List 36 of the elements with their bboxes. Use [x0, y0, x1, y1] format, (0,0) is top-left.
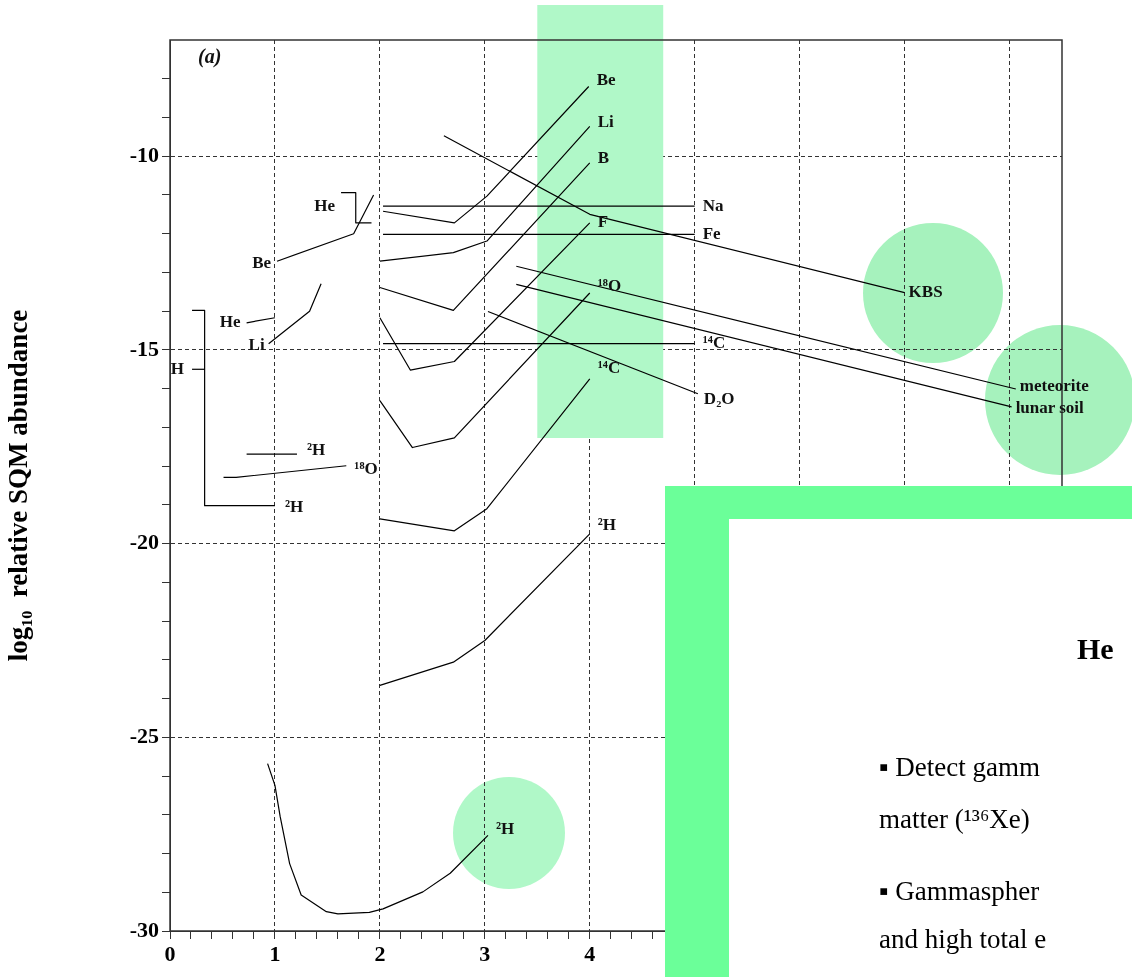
series-label: ¹⁸O — [354, 459, 378, 479]
series-label: ¹⁴C — [597, 358, 621, 378]
series-label: He — [314, 196, 336, 216]
x-tick-label: 0 — [164, 940, 176, 966]
series-label: Be — [596, 69, 617, 89]
series-label: KBS — [908, 281, 943, 301]
y-axis-title: log₁₀ relative SQM abundance — [3, 309, 34, 662]
annotation: (a) — [198, 45, 222, 69]
series-label: Be — [252, 252, 272, 272]
series-label: ²H — [284, 497, 304, 517]
y-tick-label: -15 — [129, 335, 159, 361]
series-label: ²H — [495, 818, 515, 838]
series-label: ²H — [597, 515, 617, 535]
y-tick-label: -25 — [129, 722, 159, 748]
y-tick-label: -30 — [129, 916, 159, 942]
annotation: and high total e — [879, 923, 1047, 955]
x-tick-label: 4 — [584, 940, 596, 966]
series-label: ²H — [306, 439, 326, 459]
x-tick-label: 3 — [479, 940, 491, 966]
y-tick-label: -20 — [129, 529, 159, 555]
series-label: H — [170, 358, 185, 378]
series-label: ¹⁴C — [702, 333, 726, 353]
series-label: Li — [597, 111, 615, 131]
y-tick-label: -10 — [129, 141, 159, 167]
annotation: matter (¹³⁶Xe) — [879, 803, 1030, 835]
annotation: ▪ Gammaspher — [879, 875, 1040, 907]
x-tick-label: 2 — [374, 940, 386, 966]
series-label: He — [219, 312, 242, 332]
series-label: B — [597, 148, 610, 168]
annotation: ▪ Detect gamm — [879, 751, 1041, 783]
x-tick-label: 1 — [269, 940, 281, 966]
series-label: Na — [702, 195, 724, 215]
series-label: D₂O — [703, 389, 735, 409]
series-label: Fe — [702, 223, 722, 243]
series-label: F — [597, 212, 609, 232]
text: He — [1077, 632, 1114, 665]
